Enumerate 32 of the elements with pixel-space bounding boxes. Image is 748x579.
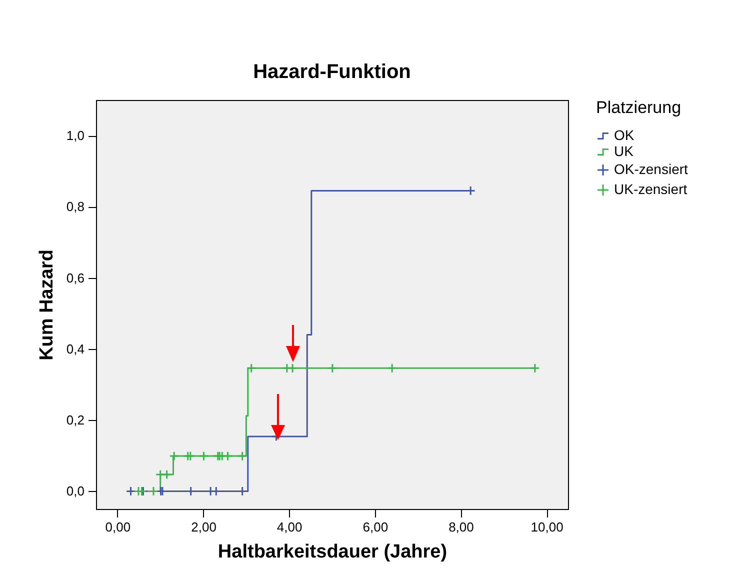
legend-label: UK	[614, 143, 634, 159]
x-tick-label: 8,00	[448, 520, 474, 534]
y-axis-title: Kum Hazard	[36, 250, 58, 360]
point	[162, 470, 172, 480]
point	[327, 363, 338, 374]
y-tick-label: 0,2	[66, 412, 84, 428]
x-tick-label: 2,00	[191, 520, 216, 534]
point	[246, 363, 256, 374]
y-tick-label: 0,6	[66, 270, 84, 286]
legend-label: OK	[614, 127, 635, 143]
y-tick-label: 0,4	[66, 341, 84, 356]
point	[155, 470, 166, 480]
point	[387, 363, 398, 374]
point	[237, 451, 248, 461]
point	[185, 451, 196, 461]
point	[198, 451, 209, 461]
point	[288, 363, 298, 374]
point	[222, 451, 233, 461]
x-tick-label: 4,00	[276, 520, 302, 534]
x-tick-label: 6,00	[362, 520, 388, 534]
legend-label: OK-zensiert	[614, 161, 688, 177]
y-tick-label: 0,8	[66, 199, 84, 214]
chart-title: Hazard-Funktion	[253, 61, 411, 83]
point	[530, 363, 540, 374]
x-axis-title: Haltbarkeitsdauer (Jahre)	[218, 542, 448, 562]
y-tick-label: 1,0	[66, 128, 84, 144]
legend-label: UK-zensiert	[614, 181, 688, 197]
x-tick-label: 0,00	[105, 520, 131, 534]
point	[169, 451, 180, 461]
y-tick-label: 0,0	[66, 484, 84, 499]
legend-title: Platzierung	[596, 98, 682, 117]
x-tick-label: 10,00	[530, 520, 564, 534]
